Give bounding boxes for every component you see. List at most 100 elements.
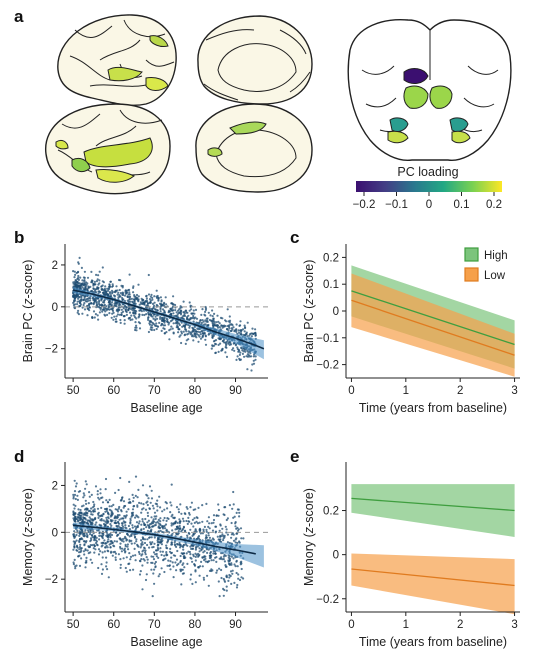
d-point	[132, 500, 135, 503]
d-point	[142, 503, 145, 506]
d-point	[150, 568, 153, 571]
d-point	[177, 530, 180, 533]
b-point	[119, 318, 122, 322]
d-point	[132, 505, 135, 508]
d-point	[181, 563, 184, 567]
b-point	[157, 299, 160, 302]
d-point	[100, 506, 103, 509]
d-point	[152, 518, 155, 521]
d-point	[78, 534, 81, 538]
d-point	[138, 573, 142, 576]
d-point	[107, 576, 110, 579]
b-point	[132, 291, 135, 294]
d-point	[118, 537, 121, 540]
d-point	[106, 546, 109, 549]
d-point	[76, 494, 79, 497]
b-point	[86, 282, 89, 285]
d-point	[134, 559, 137, 562]
d-point	[234, 541, 237, 544]
b-point	[200, 313, 203, 316]
e-xtick-label-2: 2	[457, 619, 463, 631]
d-point	[125, 538, 129, 541]
b-xtick-label-1: 60	[107, 385, 120, 397]
d-point	[119, 563, 122, 566]
b-point	[111, 284, 114, 288]
d-point	[151, 546, 154, 549]
d-point	[186, 562, 189, 566]
d-point	[197, 566, 200, 569]
b-point	[163, 327, 166, 331]
d-point	[89, 517, 92, 520]
b-point	[170, 312, 173, 315]
b-point	[93, 299, 96, 302]
d-point	[89, 544, 92, 547]
d-point	[76, 549, 79, 552]
b-point	[117, 278, 121, 282]
b-point	[163, 332, 166, 335]
b-point	[100, 299, 103, 302]
b-point	[107, 294, 110, 297]
b-point	[192, 316, 195, 319]
e-xtick-label-0: 0	[348, 619, 354, 631]
d-point	[99, 550, 102, 553]
d-point	[93, 503, 96, 506]
d-point	[87, 552, 90, 555]
b-point	[243, 330, 246, 333]
d-point	[98, 498, 101, 501]
d-point	[126, 545, 129, 548]
d-point	[72, 512, 75, 516]
e-line-low	[351, 568, 515, 587]
d-point	[122, 557, 125, 560]
b-point	[186, 311, 189, 314]
d-point	[135, 538, 138, 541]
b-point	[78, 296, 81, 299]
d-point	[114, 515, 117, 518]
d-point	[189, 528, 192, 531]
b-point	[120, 311, 123, 314]
b-point	[239, 329, 242, 332]
b-point	[101, 284, 104, 287]
d-point	[106, 568, 109, 571]
b-ylabel-part-1: z	[21, 298, 35, 306]
b-point	[225, 346, 228, 349]
e-line-high	[351, 497, 515, 512]
d-point	[97, 516, 100, 520]
d-point	[80, 529, 83, 532]
d-point	[194, 569, 197, 572]
d-point	[150, 529, 153, 532]
d-point	[177, 508, 180, 511]
d-point	[121, 496, 124, 499]
d-point	[138, 552, 141, 556]
b-point	[192, 314, 195, 318]
d-point	[180, 583, 183, 586]
d-point	[172, 565, 175, 568]
d-point	[233, 563, 236, 566]
d-point	[114, 508, 117, 511]
d-point	[214, 552, 217, 555]
b-point	[165, 331, 168, 334]
d-point	[225, 589, 228, 592]
d-point	[84, 480, 87, 483]
d-point	[239, 563, 242, 566]
b-point	[245, 355, 248, 358]
b-point	[239, 351, 242, 354]
b-point	[87, 304, 91, 307]
d-point	[117, 524, 120, 528]
d-point	[107, 550, 110, 553]
d-point	[164, 523, 168, 526]
d-point	[175, 558, 179, 561]
b-point	[130, 308, 133, 311]
d-point	[152, 555, 155, 558]
d-point	[182, 544, 185, 547]
b-point	[125, 310, 128, 314]
b-point	[115, 309, 118, 312]
b-point	[125, 306, 128, 309]
b-point	[145, 297, 148, 300]
d-point	[119, 566, 122, 570]
b-point	[91, 296, 95, 299]
d-point	[161, 525, 164, 528]
d-point	[142, 549, 145, 552]
d-point	[203, 550, 206, 553]
d-point	[212, 521, 215, 524]
d-point	[130, 542, 133, 545]
